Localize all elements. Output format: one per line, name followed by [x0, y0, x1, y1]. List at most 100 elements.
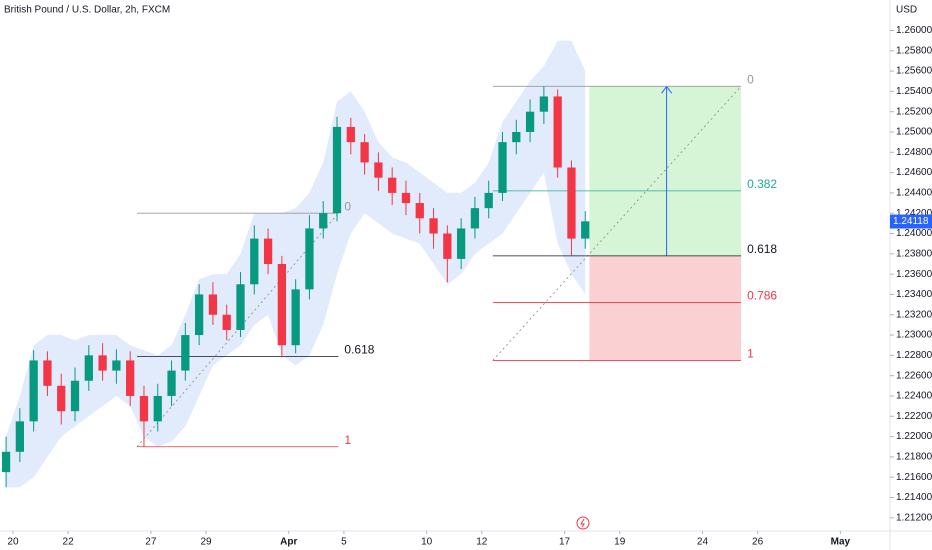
y-tick-label: 1.22400 [896, 391, 932, 402]
x-tick-label: 12 [476, 537, 488, 548]
candle-body [194, 294, 204, 336]
candle-body [208, 294, 218, 315]
replay-icon[interactable] [576, 516, 590, 530]
y-tick-label: 1.23800 [896, 248, 932, 259]
current-price-box [890, 214, 932, 229]
y-tick-label: 1.26000 [896, 25, 932, 36]
candle-body [512, 131, 521, 143]
candle-body [57, 385, 66, 412]
candle-body [222, 314, 231, 330]
x-tick-label: 19 [614, 537, 626, 548]
x-tick-label: 20 [7, 537, 19, 548]
y-tick-label: 1.23000 [896, 330, 932, 341]
candle-body [443, 233, 452, 259]
y-tick-label: 1.21800 [896, 452, 932, 463]
chart-title: British Pound / U.S. Dollar, 2h, FXCM [4, 5, 170, 16]
fib-level-label: 0.786 [747, 289, 777, 303]
candle-body [15, 421, 24, 452]
candle-body [332, 126, 342, 214]
candle-body [388, 177, 397, 193]
candle-body [581, 221, 590, 239]
y-tick-label: 1.24600 [896, 167, 932, 178]
candle-body [470, 208, 480, 229]
x-tick-label: 27 [145, 537, 157, 548]
y-tick-label: 1.23200 [896, 309, 932, 320]
y-axis-label: USD [896, 5, 917, 16]
fib-trend-line [136, 212, 339, 447]
y-tick-label: 1.21200 [896, 512, 932, 523]
y-tick-label: 1.22800 [896, 350, 932, 361]
fib-level-label: 1 [747, 347, 754, 361]
x-tick-label: 24 [697, 537, 709, 548]
y-tick-label: 1.25800 [896, 45, 932, 56]
y-tick-label: 1.22200 [896, 411, 932, 422]
y-tick-label: 1.25400 [896, 86, 932, 97]
fib-level-label: 0.382 [747, 177, 777, 191]
candle-body [360, 142, 369, 163]
candle-body [498, 142, 507, 193]
candle-body [319, 213, 328, 229]
candle-body [1, 451, 11, 473]
fib-level-label: 0 [747, 72, 754, 86]
candle-body [277, 263, 287, 346]
candle-body [126, 360, 135, 396]
x-tick-label: 22 [63, 537, 75, 548]
candle-body [181, 335, 190, 371]
fib-level-label: 0.618 [344, 343, 374, 357]
y-tick-label: 1.22600 [896, 370, 932, 381]
candle-body [263, 238, 273, 264]
candle-body [401, 192, 411, 204]
candle-body [346, 126, 355, 143]
candle-body [415, 203, 424, 219]
candle-body [291, 289, 300, 346]
candle-body [84, 355, 93, 381]
y-tick-label: 1.23600 [896, 269, 932, 280]
candle-body [456, 228, 466, 259]
candle-body [98, 355, 107, 371]
y-tick-label: 1.23400 [896, 289, 932, 300]
candle-body [305, 228, 314, 290]
fib-level-label: 1 [344, 433, 351, 447]
x-tick-label: 29 [200, 537, 212, 548]
y-tick-label: 1.21400 [896, 492, 932, 503]
x-tick-label: May [831, 537, 851, 548]
fib-level-label: 0 [344, 199, 351, 213]
y-tick-label: 1.24800 [896, 147, 932, 158]
x-tick-label: 26 [752, 537, 764, 548]
candle-body [539, 96, 549, 112]
candle-body [567, 167, 576, 239]
candle-body [553, 96, 562, 168]
candle-body [70, 380, 80, 412]
candle-body [250, 238, 259, 285]
candle-body [167, 370, 176, 396]
candle-body [43, 360, 52, 386]
candle-body [484, 192, 493, 209]
y-tick-label: 1.25200 [896, 106, 932, 117]
candle-body [429, 218, 438, 234]
y-tick-label: 1.25000 [896, 127, 932, 138]
candle-body [29, 360, 38, 422]
y-tick-label: 1.24400 [896, 188, 932, 199]
bollinger-band [6, 40, 586, 488]
y-tick-label: 1.24200 [896, 208, 932, 219]
loss-zone [589, 255, 742, 361]
candle-body [236, 284, 245, 330]
x-tick-label: 10 [421, 537, 433, 548]
y-tick-label: 1.25600 [896, 66, 932, 77]
y-tick-label: 1.24000 [896, 228, 932, 239]
candle-body [374, 162, 383, 178]
candle-body [112, 360, 121, 371]
x-tick-label: 5 [341, 537, 347, 548]
fib-level-label: 0.618 [747, 242, 777, 256]
x-tick-label: 17 [559, 537, 571, 548]
candle-body [153, 395, 162, 422]
y-tick-label: 1.22000 [896, 431, 932, 442]
x-tick-label: Apr [280, 537, 297, 548]
candle-body [525, 111, 535, 132]
fib-trend-line [492, 86, 742, 361]
candle-body [139, 395, 149, 422]
current-price-label: 1.24118 [893, 216, 929, 227]
y-tick-label: 1.21600 [896, 472, 932, 483]
